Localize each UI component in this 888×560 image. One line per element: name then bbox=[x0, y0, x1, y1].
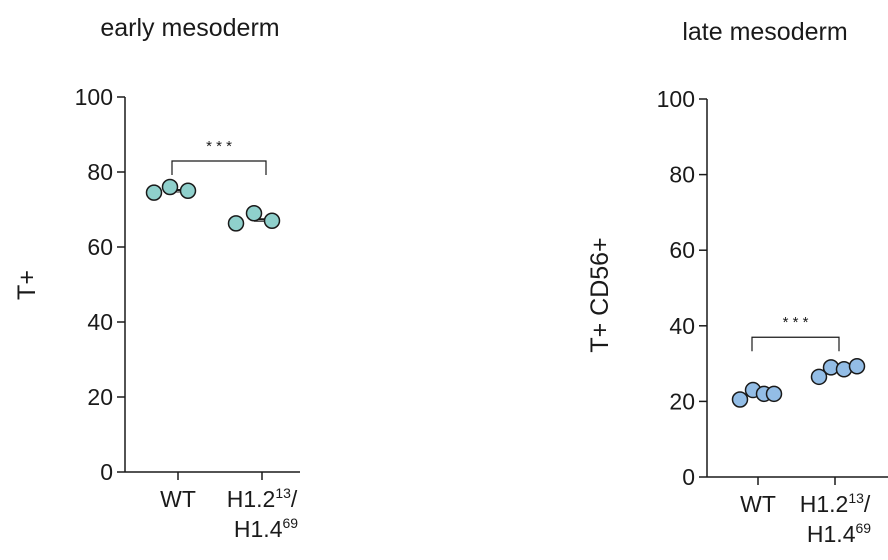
data-point bbox=[848, 357, 866, 375]
significance-label: * * * bbox=[783, 314, 809, 331]
x-tick-label: H1.213/ bbox=[227, 485, 298, 512]
y-tick-label: 0 bbox=[682, 464, 695, 490]
x-tick-label: H1.213/ bbox=[800, 490, 871, 517]
y-tick-label: 40 bbox=[87, 309, 113, 335]
y-tick-label: 60 bbox=[669, 237, 695, 263]
y-tick-label: 80 bbox=[87, 159, 113, 185]
data-point bbox=[810, 368, 828, 386]
data-point bbox=[765, 385, 783, 403]
chart-title: early mesoderm bbox=[100, 14, 279, 42]
y-tick-label: 100 bbox=[657, 86, 695, 112]
y-tick-label: 60 bbox=[87, 234, 113, 260]
y-tick-label: 80 bbox=[669, 162, 695, 188]
chart-panel-2: late mesoderm T+ CD56+ 0 20 40 60 80 100 WT H1.21… bbox=[586, 18, 888, 547]
x-tick-label-line2: H1.469 bbox=[234, 515, 298, 542]
data-point bbox=[263, 212, 281, 229]
x-tick-label: WT bbox=[740, 491, 776, 517]
y-axis-label: T+ bbox=[13, 270, 41, 300]
chart-panel-1: early mesoderm T+ 0 20 40 60 80 100 WT H1.213/H1.… bbox=[13, 14, 300, 542]
y-tick-label: 20 bbox=[87, 384, 113, 410]
data-point bbox=[731, 391, 749, 408]
data-point bbox=[161, 178, 179, 196]
y-axis-label: T+ CD56+ bbox=[586, 237, 614, 352]
y-tick-label: 20 bbox=[669, 388, 695, 414]
chart-title: late mesoderm bbox=[682, 18, 847, 46]
y-tick-label: 0 bbox=[100, 459, 113, 485]
y-tick-label: 40 bbox=[669, 313, 695, 339]
x-tick-label: WT bbox=[160, 486, 196, 512]
y-tick-label: 100 bbox=[75, 84, 113, 110]
data-point bbox=[227, 215, 245, 232]
significance-bracket bbox=[171, 160, 267, 175]
significance-bracket bbox=[751, 336, 840, 352]
data-point bbox=[179, 182, 197, 199]
x-tick-label-line2: H1.469 bbox=[807, 520, 871, 547]
data-point bbox=[145, 184, 163, 201]
significance-label: * * * bbox=[206, 138, 232, 155]
data-point bbox=[245, 205, 263, 222]
